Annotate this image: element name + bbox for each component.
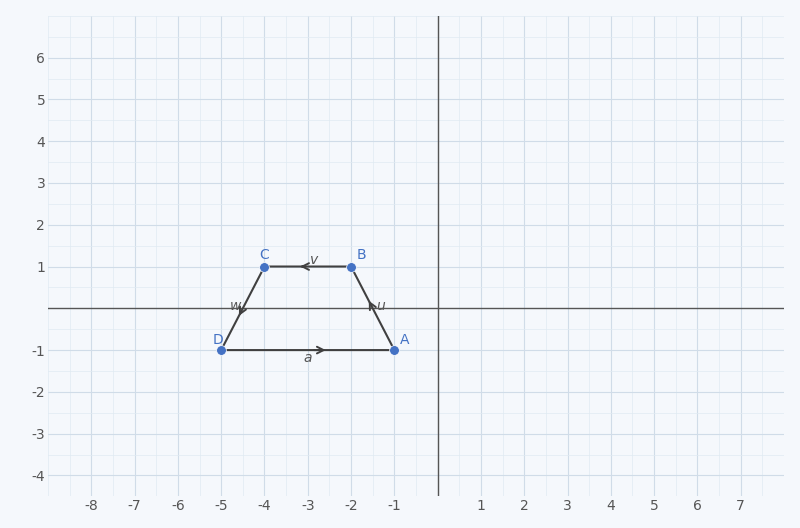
Text: C: C [259, 248, 269, 262]
Text: v: v [310, 253, 318, 267]
Text: a: a [303, 352, 312, 365]
Text: A: A [399, 333, 409, 347]
Text: u: u [376, 299, 385, 313]
Text: w: w [230, 299, 241, 313]
Text: B: B [356, 248, 366, 262]
Text: D: D [213, 333, 223, 347]
